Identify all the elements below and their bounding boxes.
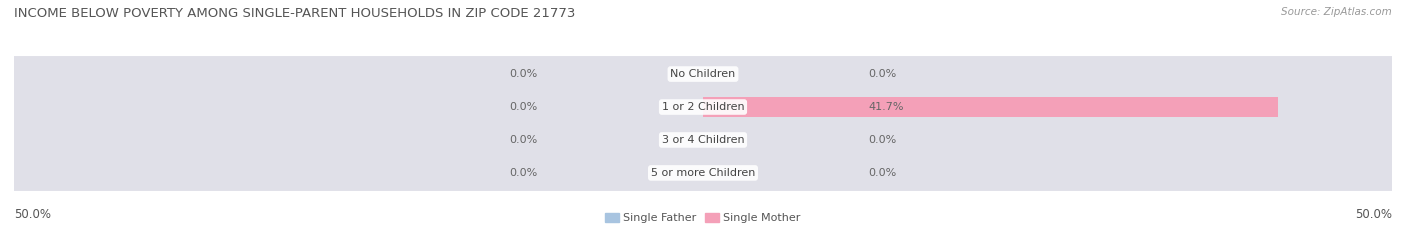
Text: 3 or 4 Children: 3 or 4 Children (662, 135, 744, 145)
Text: INCOME BELOW POVERTY AMONG SINGLE-PARENT HOUSEHOLDS IN ZIP CODE 21773: INCOME BELOW POVERTY AMONG SINGLE-PARENT… (14, 7, 575, 20)
Text: 41.7%: 41.7% (869, 102, 904, 112)
Text: 0.0%: 0.0% (869, 69, 897, 79)
Text: 0.0%: 0.0% (869, 168, 897, 178)
Text: Source: ZipAtlas.com: Source: ZipAtlas.com (1281, 7, 1392, 17)
Text: 0.0%: 0.0% (869, 135, 897, 145)
Text: 1 or 2 Children: 1 or 2 Children (662, 102, 744, 112)
Text: No Children: No Children (671, 69, 735, 79)
Bar (14, 96, 1392, 118)
Bar (14, 129, 1392, 151)
Text: 50.0%: 50.0% (14, 208, 51, 221)
Bar (703, 97, 1278, 116)
Text: 5 or more Children: 5 or more Children (651, 168, 755, 178)
Text: 0.0%: 0.0% (509, 168, 537, 178)
Text: 0.0%: 0.0% (509, 102, 537, 112)
Text: 50.0%: 50.0% (1355, 208, 1392, 221)
Bar (14, 162, 1392, 184)
Text: 0.0%: 0.0% (509, 135, 537, 145)
Bar (14, 63, 1392, 85)
Legend: Single Father, Single Mother: Single Father, Single Mother (600, 208, 806, 227)
Text: 0.0%: 0.0% (509, 69, 537, 79)
